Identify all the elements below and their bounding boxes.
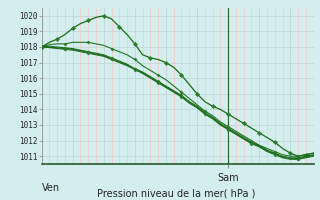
Text: Pression niveau de la mer( hPa ): Pression niveau de la mer( hPa ) (97, 188, 255, 198)
Text: Ven: Ven (42, 183, 60, 193)
